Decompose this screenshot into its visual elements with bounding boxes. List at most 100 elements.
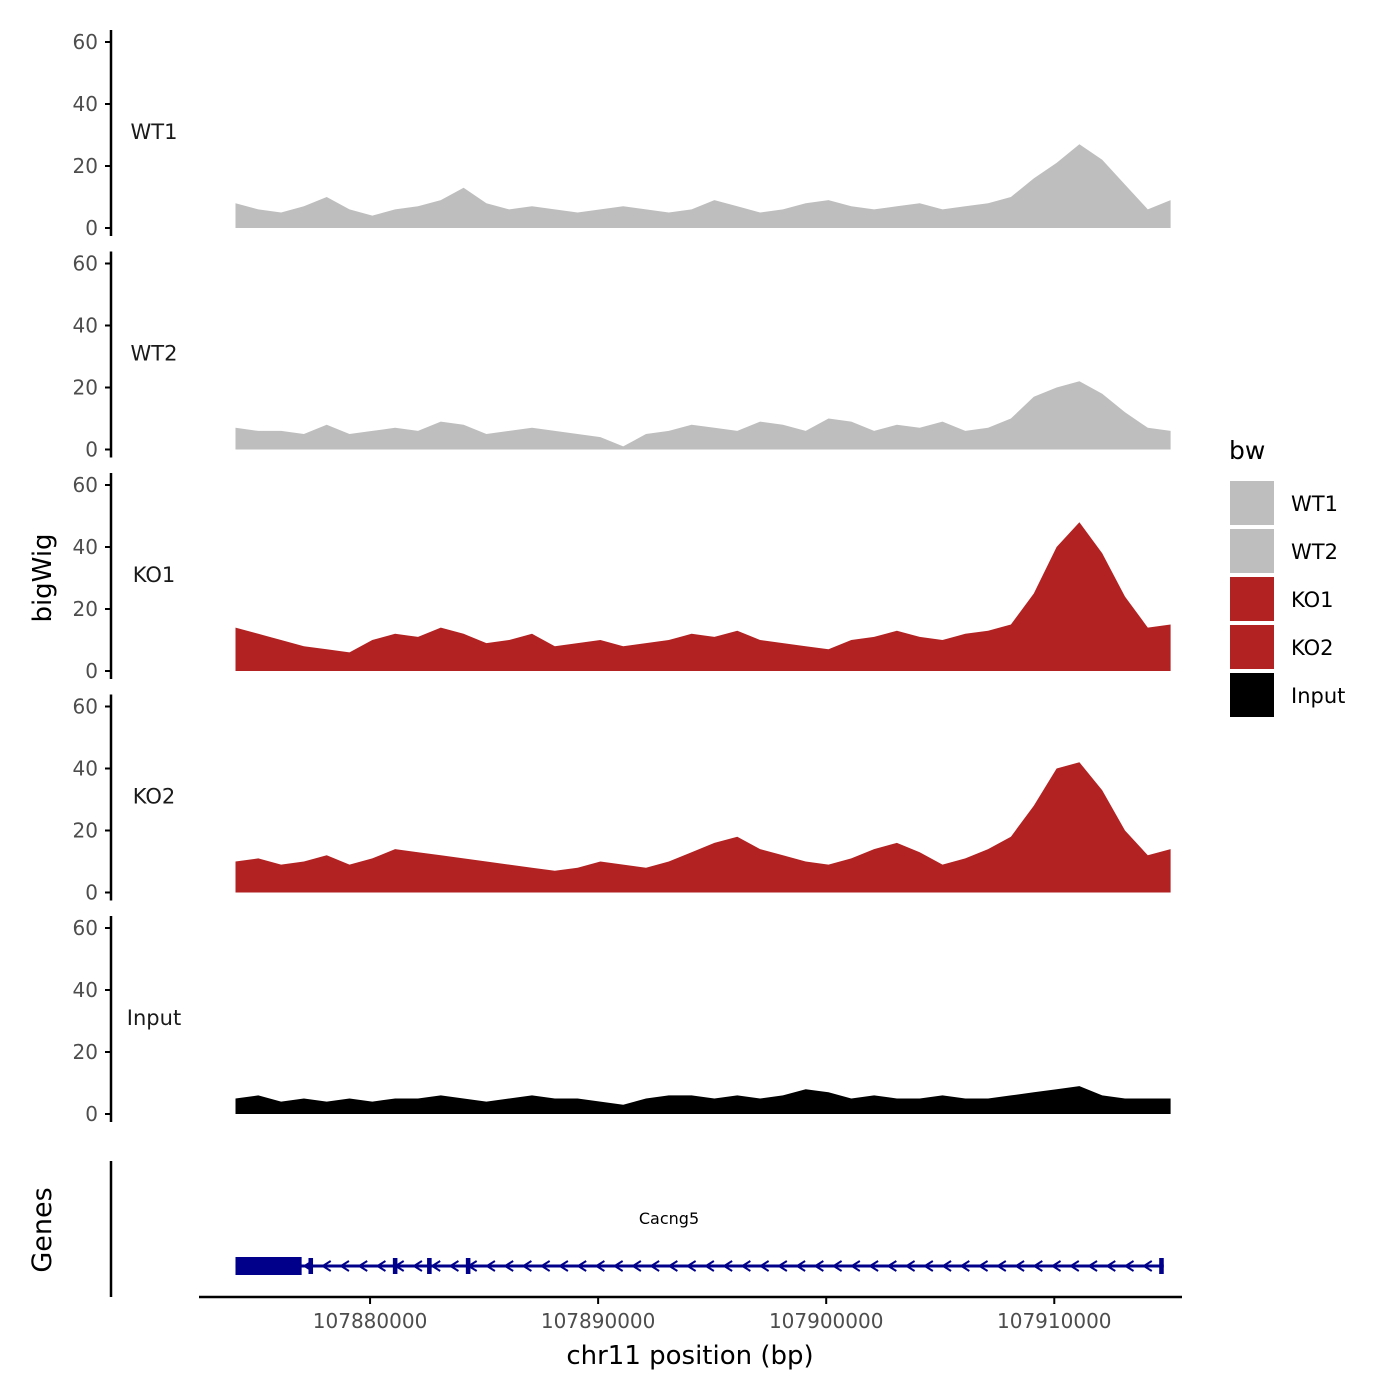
strand-arrow: [1123, 1260, 1135, 1272]
strand-arrow: [685, 1260, 697, 1272]
strand-arrow: [539, 1260, 551, 1272]
gene-exon: [465, 1258, 471, 1274]
strand-arrow: [1050, 1260, 1062, 1272]
legend-label: KO2: [1291, 636, 1334, 660]
strand-arrow: [1141, 1260, 1153, 1272]
legend-key-wt1: [1230, 481, 1274, 525]
strand-arrow: [357, 1260, 368, 1272]
strand-arrow: [649, 1260, 660, 1272]
strand-arrow: [703, 1260, 715, 1272]
strand-arrow: [412, 1260, 423, 1272]
strand-arrow: [667, 1260, 678, 1272]
strand-arrow: [740, 1260, 751, 1272]
strand-arrow: [576, 1260, 587, 1272]
series-area-ko2: [235, 762, 1171, 893]
strand-arrow: [1014, 1260, 1025, 1272]
series-area-wt1: [235, 144, 1171, 228]
legend-key-wt2: [1230, 529, 1274, 573]
strand-arrow: [1068, 1260, 1080, 1272]
strand-arrow: [485, 1260, 496, 1272]
y-tick-label: 60: [73, 695, 98, 719]
legend-label: WT2: [1291, 540, 1338, 564]
y-tick-label: 0: [85, 881, 98, 905]
strand-arrow: [904, 1260, 916, 1272]
legend-label: Input: [1291, 684, 1345, 708]
track-wt2: 0 20 40 60 WT2: [73, 251, 1171, 462]
strand-arrow: [1032, 1260, 1043, 1272]
legend-key-input: [1230, 673, 1274, 717]
y-tick-label: 60: [73, 473, 98, 497]
y-tick-label: 40: [73, 978, 98, 1002]
strand-arrow: [594, 1260, 605, 1272]
track-label: WT1: [131, 120, 178, 144]
y-tick-label: 60: [73, 916, 98, 940]
signal-tracks: 0 20 40 60 WT1 0 20 40 60 WT2 0 20 40 60 KO1 0 20 40 60 KO2…: [73, 30, 1171, 1126]
y-tick-label: 40: [73, 92, 98, 116]
y-tick-label: 0: [85, 438, 98, 462]
y-tick-label: 40: [73, 314, 98, 338]
strand-arrow: [430, 1260, 441, 1272]
gene-exon: [392, 1258, 398, 1274]
strand-arrow: [849, 1260, 861, 1272]
y-tick-label: 20: [73, 597, 98, 621]
x-tick-label: 107890000: [541, 1309, 656, 1333]
series-area-ko1: [235, 522, 1171, 671]
strand-arrow: [1105, 1260, 1116, 1272]
x-tick-label: 107910000: [997, 1309, 1112, 1333]
strand-arrow: [868, 1260, 879, 1272]
y-tick-label: 40: [73, 757, 98, 781]
strand-arrow: [776, 1260, 788, 1272]
strand-arrow: [795, 1260, 806, 1272]
y-tick-label: 20: [73, 1040, 98, 1064]
series-area-input: [235, 1086, 1171, 1114]
track-label: WT2: [131, 341, 178, 365]
track-input: 0 20 40 60 Input: [73, 916, 1171, 1126]
track-ko2: 0 20 40 60 KO2: [73, 694, 1171, 905]
strand-arrow: [448, 1260, 459, 1272]
track-wt1: 0 20 40 60 WT1: [73, 30, 1171, 240]
strand-arrow: [995, 1260, 1007, 1272]
y-tick-label: 20: [73, 376, 98, 400]
y-tick-label: 60: [73, 252, 98, 276]
legend-label: KO1: [1291, 588, 1334, 612]
y-tick-label: 0: [85, 659, 98, 683]
gene-name-label: Cacng5: [639, 1209, 699, 1228]
genes-track-label: Genes: [27, 1187, 58, 1272]
track-label: KO2: [133, 784, 176, 808]
strand-arrow: [521, 1260, 532, 1272]
strand-arrow: [503, 1260, 514, 1272]
y-tick-label: 60: [73, 30, 98, 54]
strand-arrow: [977, 1260, 989, 1272]
y-tick-label: 20: [73, 154, 98, 178]
y-tick-label: 20: [73, 819, 98, 843]
track-label: KO1: [133, 563, 176, 587]
strand-arrow: [831, 1260, 843, 1272]
strand-arrow: [922, 1260, 934, 1272]
y-tick-label: 0: [85, 216, 98, 240]
genes-track: Genes Cacng5: [27, 1161, 1164, 1297]
strand-arrow: [1087, 1260, 1098, 1272]
strand-arrow: [612, 1260, 624, 1272]
legend-key-ko1: [1230, 577, 1274, 621]
x-axis-title: chr11 position (bp): [566, 1341, 813, 1371]
strand-arrow: [886, 1260, 897, 1272]
strand-arrow: [813, 1260, 824, 1272]
gene-exon: [308, 1258, 314, 1274]
y-tick-label: 40: [73, 535, 98, 559]
strand-arrow: [631, 1260, 642, 1272]
series-area-wt2: [235, 381, 1171, 450]
y-axis-title: bigWig: [28, 533, 58, 622]
strand-arrow: [320, 1260, 332, 1272]
strand-arrow: [959, 1260, 970, 1272]
strand-arrow: [339, 1260, 350, 1272]
track-label: Input: [127, 1006, 181, 1030]
legend-title: bw: [1229, 436, 1265, 465]
strand-arrow: [375, 1260, 386, 1272]
strand-arrow: [941, 1260, 952, 1272]
gene-exon: [235, 1257, 302, 1275]
strand-arrow: [758, 1260, 770, 1272]
legend-label: WT1: [1291, 492, 1338, 516]
x-tick-label: 107880000: [313, 1309, 428, 1333]
track-ko1: 0 20 40 60 KO1: [73, 473, 1171, 683]
